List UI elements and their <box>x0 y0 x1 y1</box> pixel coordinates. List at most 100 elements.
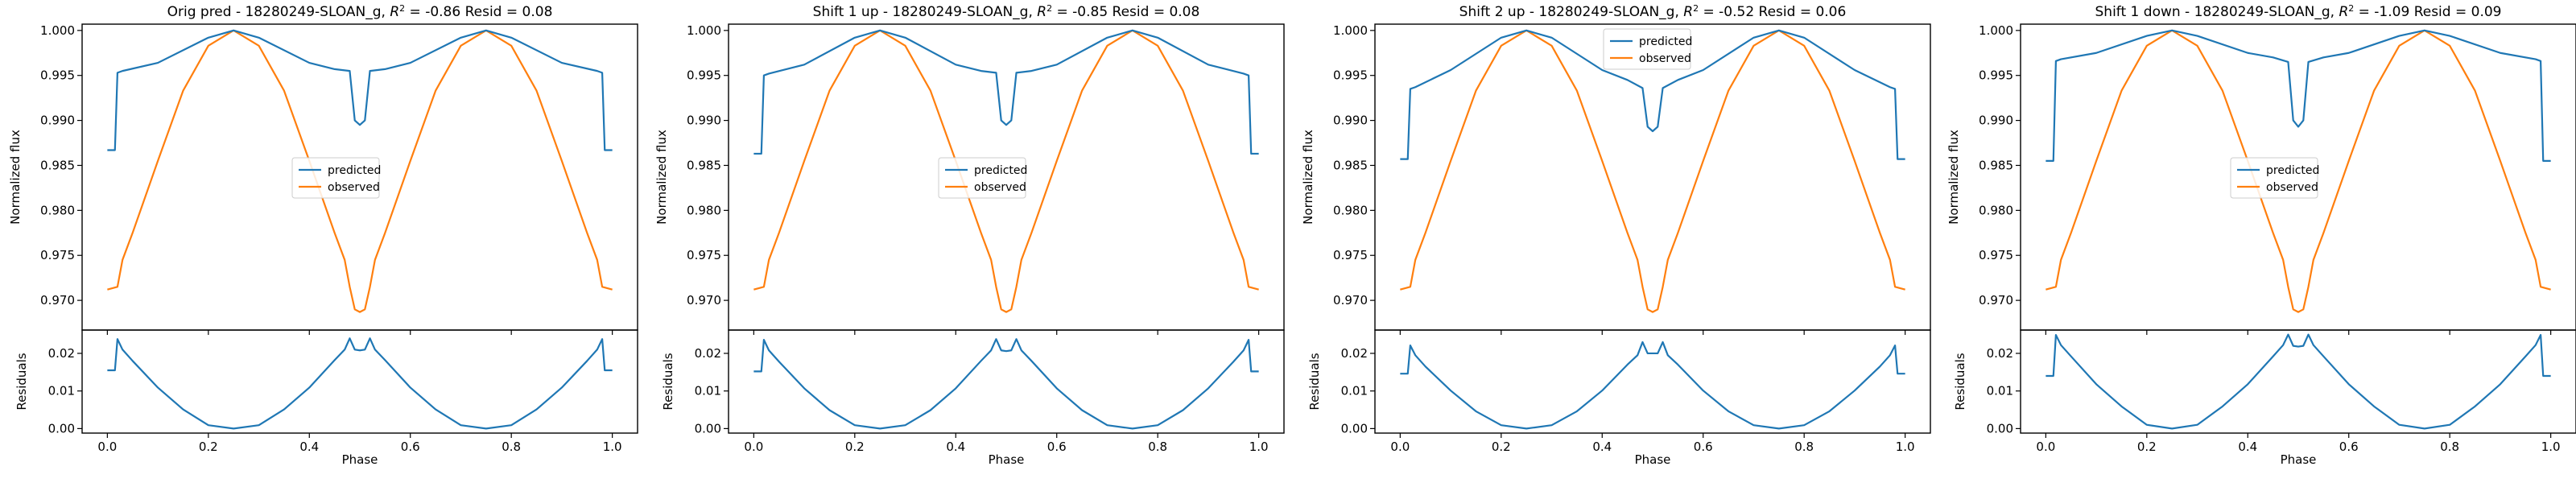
y-tick-label: 0.02 <box>695 346 721 361</box>
residuals-line <box>2046 333 2551 430</box>
observed-line <box>2046 29 2551 313</box>
x-tick-label: 0.4 <box>946 440 965 454</box>
legend-label: predicted <box>328 164 381 177</box>
legend-label: observed <box>2266 181 2318 194</box>
observed-line <box>1400 29 1905 313</box>
y-tick-label: 0.985 <box>687 158 721 172</box>
y-tick-label: 0.00 <box>48 421 75 436</box>
x-tick-label: 0.4 <box>299 440 319 454</box>
legend-label: observed <box>328 181 380 194</box>
chart-title: Shift 1 down - 18280249-SLOAN_g, R2 = -1… <box>2095 3 2502 21</box>
chart-panel: Shift 1 down - 18280249-SLOAN_g, R2 = -1… <box>1946 3 2576 467</box>
x-tick-label: 1.0 <box>603 440 622 454</box>
residuals-line <box>107 337 613 430</box>
x-axis-label: Phase <box>342 452 378 467</box>
bottom-axes-frame <box>1374 329 1931 434</box>
predicted-line <box>107 29 613 151</box>
x-tick-label: 0.2 <box>845 440 865 454</box>
y-tick-label: 0.970 <box>687 293 721 308</box>
x-axis-label: Phase <box>1635 452 1671 467</box>
y-tick-label: 0.990 <box>687 114 721 128</box>
top-axes-frame <box>1374 23 1931 331</box>
legend-box <box>291 157 380 199</box>
x-tick-label: 0.4 <box>2238 440 2257 454</box>
x-tick-label: 0.0 <box>2036 440 2055 454</box>
y-tick-label: 0.990 <box>1333 114 1368 128</box>
chart-panel: Orig pred - 18280249-SLOAN_g, R2 = -0.86… <box>8 3 638 467</box>
y-tick-label: 0.995 <box>1333 68 1368 83</box>
x-tick-label: 0.8 <box>502 440 521 454</box>
legend-label: observed <box>1639 52 1691 65</box>
y-tick-label: 0.995 <box>40 68 75 83</box>
legend: predicted observed <box>1603 28 1692 70</box>
y-tick-label: 0.995 <box>1979 68 2013 83</box>
y-tick-label: 0.975 <box>687 248 721 262</box>
legend-label: observed <box>974 181 1026 194</box>
y-tick-label: 0.00 <box>695 421 721 436</box>
legend: predicted observed <box>2230 157 2319 199</box>
x-tick-label: 0.6 <box>401 440 420 454</box>
y-tick-label: 0.975 <box>1979 248 2013 262</box>
y-axis-label-bottom: Residuals <box>1307 353 1322 410</box>
x-tick-label: 1.0 <box>1896 440 1915 454</box>
y-axis-label-top: Normalized flux <box>654 130 669 225</box>
y-tick-label: 1.000 <box>1979 23 2013 38</box>
y-tick-label: 1.000 <box>40 23 75 38</box>
legend-label: predicted <box>1639 35 1692 48</box>
legend: predicted observed <box>291 157 381 199</box>
x-tick-label: 0.2 <box>2137 440 2157 454</box>
x-tick-label: 0.0 <box>1390 440 1410 454</box>
y-tick-label: 0.990 <box>40 114 75 128</box>
y-tick-label: 1.000 <box>687 23 721 38</box>
x-tick-label: 0.6 <box>1047 440 1067 454</box>
y-tick-label: 0.00 <box>1987 421 2013 436</box>
y-tick-label: 0.985 <box>40 158 75 172</box>
x-tick-label: 0.8 <box>1794 440 1814 454</box>
x-tick-label: 0.8 <box>2440 440 2459 454</box>
residuals-line <box>753 338 1259 430</box>
x-tick-label: 0.2 <box>1492 440 1511 454</box>
x-tick-label: 0.0 <box>744 440 763 454</box>
y-tick-label: 0.980 <box>1979 203 2013 217</box>
y-tick-label: 0.970 <box>40 293 75 308</box>
chart-panel: Shift 2 up - 18280249-SLOAN_g, R2 = -0.5… <box>1301 3 1931 467</box>
y-tick-label: 0.985 <box>1333 158 1368 172</box>
legend: predicted observed <box>938 157 1027 199</box>
legend-box <box>2230 157 2318 199</box>
y-tick-label: 0.980 <box>1333 203 1368 217</box>
y-axis-label-bottom: Residuals <box>14 353 29 410</box>
legend-box <box>1603 28 1691 70</box>
x-tick-label: 0.0 <box>97 440 117 454</box>
chart-title: Shift 1 up - 18280249-SLOAN_g, R2 = -0.8… <box>813 3 1200 21</box>
x-tick-label: 1.0 <box>2541 440 2561 454</box>
x-axis-label: Phase <box>989 452 1025 467</box>
y-tick-label: 0.980 <box>687 203 721 217</box>
y-tick-label: 0.02 <box>1341 346 1368 361</box>
y-tick-label: 0.01 <box>1341 384 1368 398</box>
y-tick-label: 0.995 <box>687 68 721 83</box>
y-tick-label: 0.00 <box>1341 421 1368 436</box>
legend-label: predicted <box>974 164 1027 177</box>
predicted-line <box>2046 29 2551 162</box>
y-tick-label: 0.02 <box>48 346 75 361</box>
y-tick-label: 0.01 <box>1987 384 2013 398</box>
y-tick-label: 0.990 <box>1979 114 2013 128</box>
y-tick-label: 0.975 <box>40 248 75 262</box>
x-tick-label: 0.4 <box>1592 440 1612 454</box>
y-tick-label: 1.000 <box>1333 23 1368 38</box>
chart-title: Orig pred - 18280249-SLOAN_g, R2 = -0.86… <box>167 3 553 21</box>
y-tick-label: 0.02 <box>1987 346 2013 361</box>
bottom-axes-frame <box>728 329 1285 434</box>
legend-box <box>938 157 1026 199</box>
bottom-axes-frame <box>81 329 638 434</box>
x-tick-label: 0.8 <box>1148 440 1167 454</box>
x-tick-label: 1.0 <box>1249 440 1269 454</box>
y-axis-label-top: Normalized flux <box>8 130 23 225</box>
y-tick-label: 0.970 <box>1979 293 2013 308</box>
y-tick-label: 0.985 <box>1979 158 2013 172</box>
predicted-line <box>753 29 1259 155</box>
observed-line <box>107 29 613 313</box>
x-tick-label: 0.6 <box>2339 440 2359 454</box>
y-tick-label: 0.975 <box>1333 248 1368 262</box>
